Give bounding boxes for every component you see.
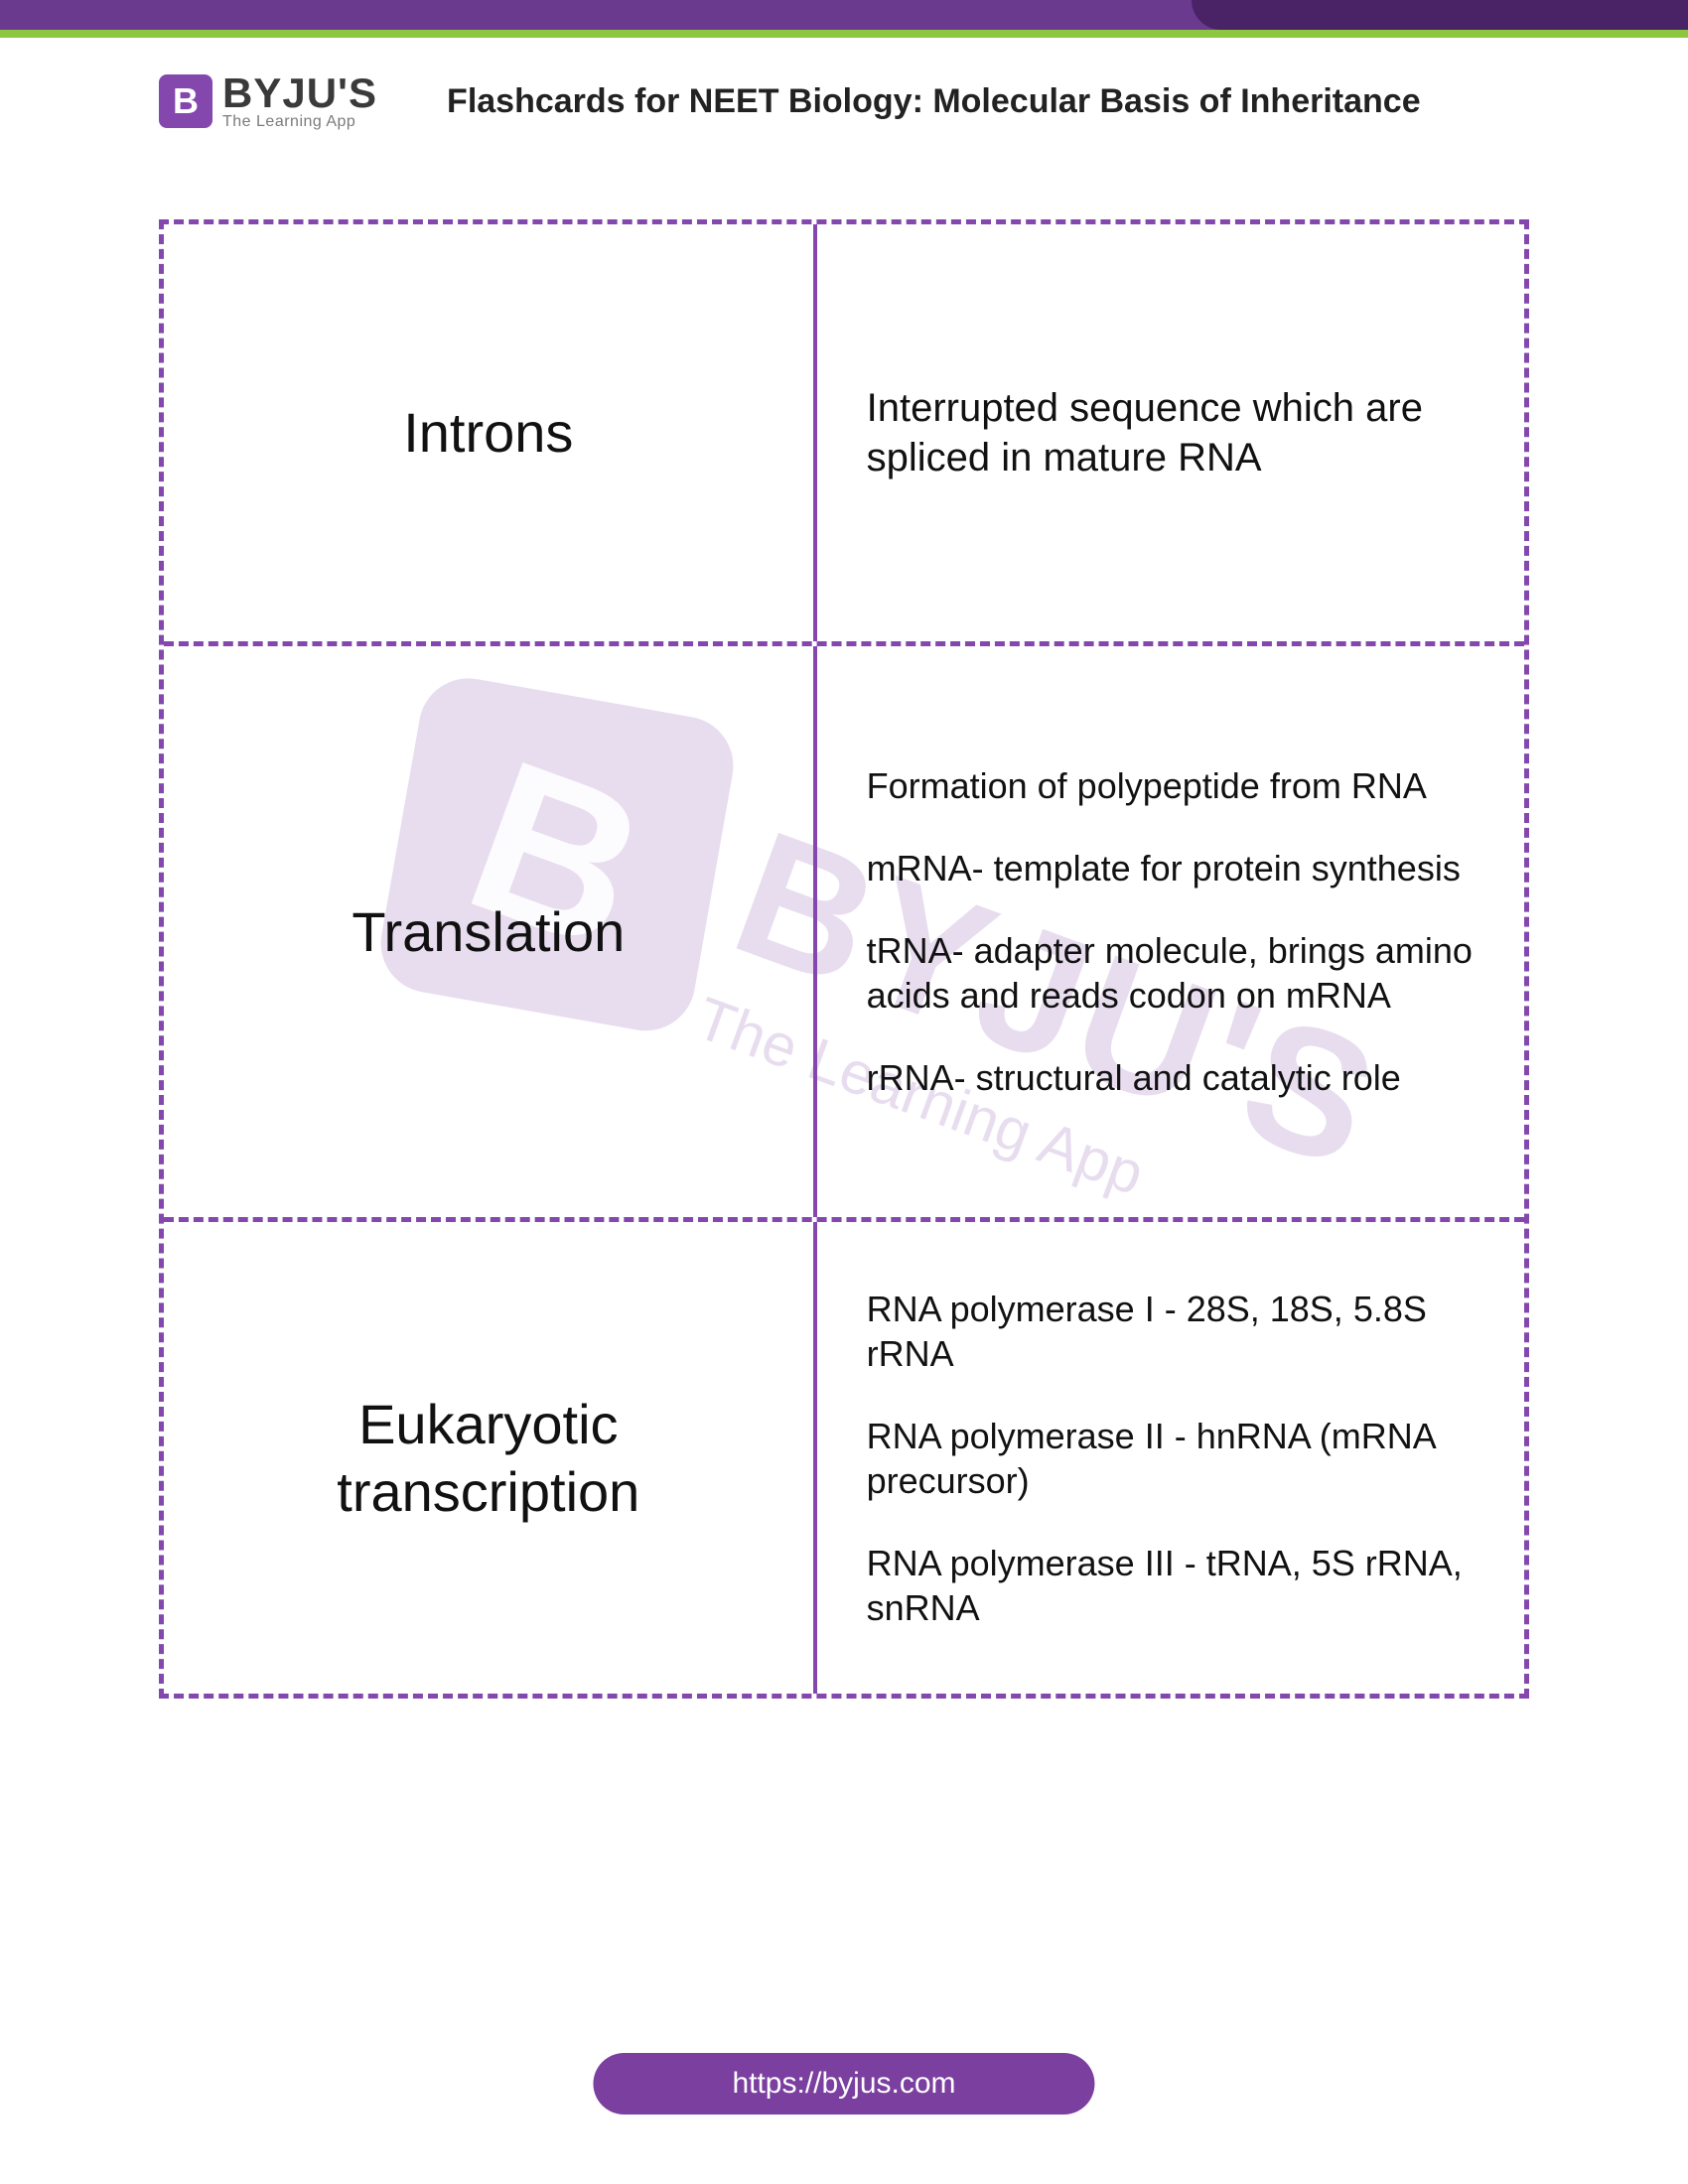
flashcard-table: Introns Interrupted sequence which are s… — [159, 219, 1529, 1699]
brand-tagline: The Learning App — [222, 114, 377, 130]
definition-cell: Formation of polypeptide from RNA mRNA- … — [817, 646, 1524, 1217]
term-cell: Translation — [164, 646, 817, 1217]
green-divider — [0, 30, 1688, 38]
card-row-translation: Translation Formation of polypeptide fro… — [164, 641, 1524, 1217]
header: B BYJU'S The Learning App Flashcards for… — [0, 38, 1688, 140]
definition-line: mRNA- template for protein synthesis — [867, 846, 1475, 890]
definition-cell: RNA polymerase I - 28S, 18S, 5.8S rRNA R… — [817, 1222, 1524, 1694]
term-eukaryotic: Eukaryotic transcription — [204, 1391, 774, 1524]
card-row-eukaryotic: Eukaryotic transcription RNA polymerase … — [164, 1217, 1524, 1694]
logo-letter: B — [173, 80, 199, 122]
term-cell: Introns — [164, 224, 817, 641]
term-cell: Eukaryotic transcription — [164, 1222, 817, 1694]
footer-url[interactable]: https://byjus.com — [593, 2053, 1094, 2115]
brand-name: BYJU'S — [222, 72, 377, 114]
definition-line: RNA polymerase III - tRNA, 5S rRNA, snRN… — [867, 1541, 1475, 1630]
definition-line: Formation of polypeptide from RNA — [867, 763, 1475, 808]
document-title: Flashcards for NEET Biology: Molecular B… — [447, 82, 1569, 121]
definition-line: rRNA- structural and catalytic role — [867, 1055, 1475, 1100]
brand-logo: B BYJU'S The Learning App — [159, 72, 377, 130]
definition-introns: Interrupted sequence which are spliced i… — [867, 383, 1475, 482]
term-introns: Introns — [403, 399, 573, 466]
definition-line: RNA polymerase I - 28S, 18S, 5.8S rRNA — [867, 1287, 1475, 1376]
definition-line: RNA polymerase II - hnRNA (mRNA precurso… — [867, 1414, 1475, 1503]
top-bar — [0, 0, 1688, 30]
definition-cell: Interrupted sequence which are spliced i… — [817, 224, 1524, 641]
term-translation: Translation — [352, 898, 625, 965]
card-row-introns: Introns Interrupted sequence which are s… — [164, 224, 1524, 641]
logo-text: BYJU'S The Learning App — [222, 72, 377, 130]
logo-mark-icon: B — [159, 74, 212, 128]
definition-line: tRNA- adapter molecule, brings amino aci… — [867, 928, 1475, 1018]
